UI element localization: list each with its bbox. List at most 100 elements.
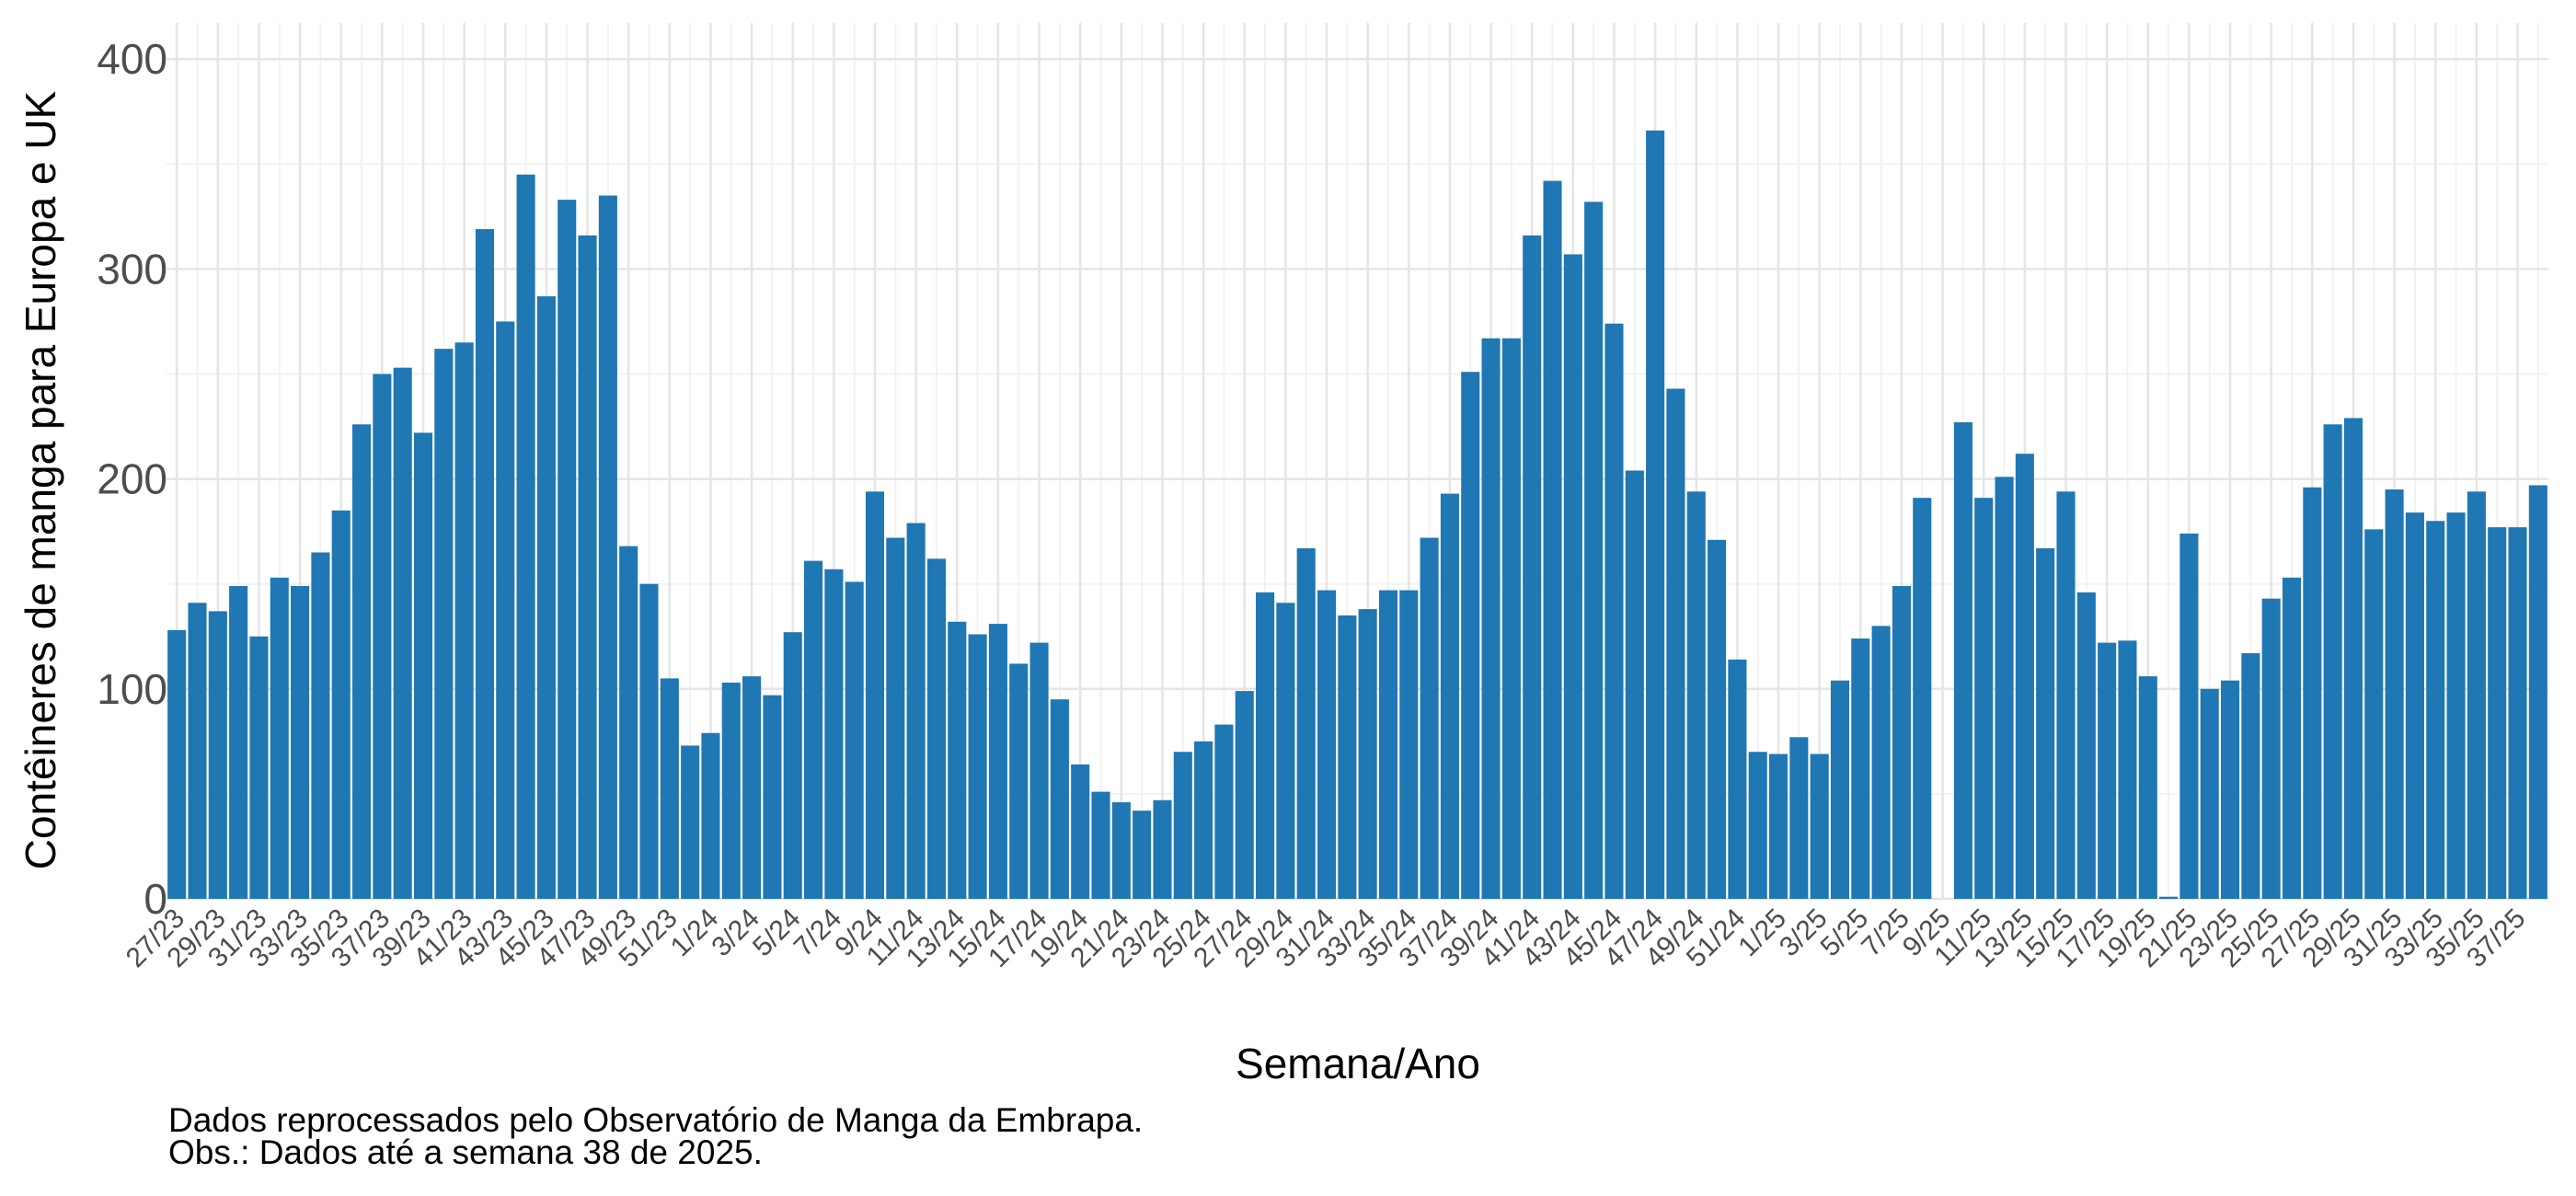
x-tick-labels: 27/2329/2331/2333/2335/2337/2339/2341/23… — [121, 903, 2532, 973]
bar-19-25 — [2138, 676, 2157, 899]
bar-44-24 — [1584, 201, 1604, 899]
bar-28-24 — [1256, 592, 1275, 899]
bar-43-23 — [496, 321, 515, 900]
bar-39-23 — [413, 432, 433, 899]
y-tick-label: 200 — [97, 455, 167, 503]
bar-38-25 — [2528, 485, 2547, 899]
bar-7-25 — [1892, 585, 1911, 899]
bar-48-24 — [1666, 388, 1685, 899]
bar-35-24 — [1399, 590, 1419, 899]
bar-47-23 — [578, 235, 597, 900]
bar-27-24 — [1235, 691, 1254, 899]
bar-33-24 — [1358, 609, 1377, 899]
bar-5-24 — [783, 632, 802, 899]
bar-19-24 — [1071, 764, 1090, 899]
bar-31-23 — [249, 636, 269, 899]
bar-15-24 — [988, 624, 1007, 899]
bar-32-23 — [270, 577, 289, 899]
y-tick-label: 300 — [97, 245, 167, 293]
bar-36-23 — [351, 424, 372, 900]
bar-35-25 — [2467, 491, 2486, 899]
bar-20-25 — [2159, 896, 2179, 899]
bar-12-25 — [1995, 477, 2014, 899]
bar-21-24 — [1111, 802, 1131, 899]
bar-4-24 — [763, 695, 782, 899]
bar-38-24 — [1461, 372, 1480, 899]
bar-36-25 — [2488, 527, 2507, 899]
bar-25-25 — [2261, 598, 2281, 899]
bar-8-24 — [845, 581, 864, 899]
bar-12-24 — [926, 558, 947, 899]
bar-37-24 — [1440, 493, 1459, 899]
bar-26-24 — [1214, 724, 1234, 899]
bar-48-23 — [598, 195, 617, 900]
bar-32-24 — [1338, 615, 1357, 899]
bar-18-24 — [1050, 699, 1069, 899]
bar-34-24 — [1378, 590, 1398, 899]
bar-31-24 — [1317, 590, 1337, 899]
bar-30-23 — [229, 585, 248, 899]
bar-42-23 — [475, 229, 494, 899]
bar-29-23 — [208, 611, 227, 899]
x-axis-title: Semana/Ano — [1236, 1040, 1480, 1087]
bar-16-25 — [2076, 592, 2096, 899]
bar-27-25 — [2303, 487, 2322, 899]
bar-10-24 — [886, 537, 905, 899]
bar-46-23 — [558, 200, 577, 900]
bar-45-23 — [536, 296, 556, 899]
bar-36-24 — [1420, 537, 1439, 899]
bar-7-24 — [824, 569, 844, 899]
bar-24-24 — [1173, 752, 1192, 899]
bar-30-25 — [2364, 529, 2384, 899]
bar-8-25 — [1913, 498, 1932, 899]
bar-26-25 — [2282, 577, 2302, 899]
bar-32-25 — [2405, 512, 2424, 899]
bar-6-24 — [804, 560, 823, 899]
bar-39-24 — [1481, 338, 1501, 899]
y-tick-label: 100 — [97, 665, 167, 713]
bar-17-24 — [1029, 642, 1049, 899]
bar-42-24 — [1543, 180, 1562, 900]
bar-27-23 — [167, 629, 187, 899]
bar-28-23 — [188, 603, 207, 899]
bar-37-25 — [2508, 527, 2527, 899]
bar-44-23 — [516, 174, 535, 900]
bar-34-25 — [2446, 512, 2466, 899]
caption-line-1: Dados reprocessados pelo Observatório de… — [168, 1101, 1144, 1139]
bar-2-25 — [1789, 737, 1809, 899]
bar-3-25 — [1810, 753, 1829, 899]
bar-29-24 — [1276, 603, 1295, 899]
bar-50-23 — [639, 583, 659, 899]
bar-2-24 — [721, 682, 741, 899]
bar-29-25 — [2343, 418, 2363, 899]
bar-40-23 — [434, 349, 454, 899]
bar-21-25 — [2179, 533, 2199, 899]
bar-45-24 — [1604, 323, 1624, 899]
bar-25-24 — [1194, 741, 1213, 899]
bar-11-24 — [906, 523, 926, 899]
bar-14-25 — [2036, 547, 2055, 899]
bar-31-25 — [2385, 489, 2404, 899]
bar-51-23 — [660, 678, 679, 899]
bar-13-25 — [2015, 454, 2034, 899]
bar-4-25 — [1830, 680, 1850, 899]
bar-14-24 — [968, 634, 987, 899]
bar-18-25 — [2118, 640, 2137, 899]
bar-6-25 — [1871, 626, 1891, 899]
bar-10-25 — [1953, 422, 1972, 899]
bar-24-25 — [2241, 653, 2260, 899]
bar-38-23 — [393, 367, 412, 899]
bar-3-24 — [742, 676, 762, 899]
caption-line-2: Obs.: Dados até a semana 38 de 2025. — [168, 1133, 763, 1171]
bar-47-24 — [1646, 130, 1665, 899]
bar-37-23 — [373, 374, 392, 899]
bar-20-24 — [1091, 791, 1110, 899]
bar-52-23 — [681, 745, 700, 899]
y-axis-title: Contêineres de manga para Europa e UK — [17, 90, 64, 869]
bar-11-25 — [1974, 498, 1994, 899]
bar-40-24 — [1501, 338, 1521, 899]
bar-33-23 — [291, 585, 310, 899]
bar-49-24 — [1686, 491, 1706, 899]
bar-46-24 — [1625, 470, 1644, 899]
